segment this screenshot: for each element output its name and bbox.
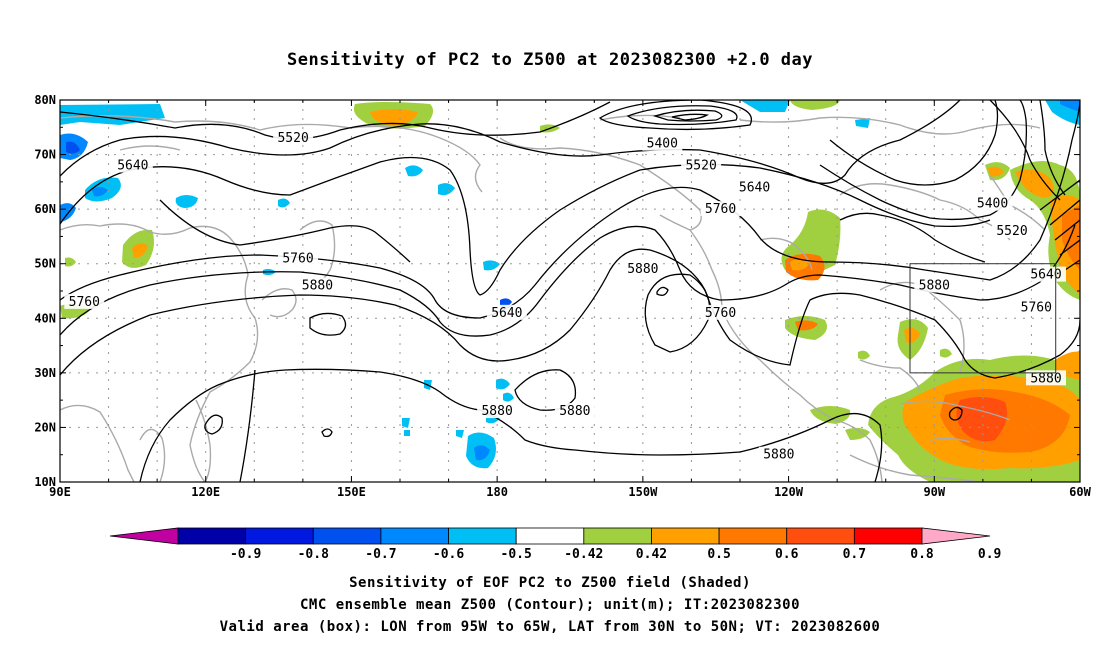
colorbar-swatch	[312, 527, 382, 545]
contour-label: 5640	[739, 180, 770, 195]
contour-label-mask	[477, 403, 518, 419]
contour-label-mask	[642, 135, 683, 151]
contour-label: 5520	[277, 131, 308, 146]
colorbar-arrow-low	[109, 527, 179, 545]
colorbar-label: 0.42	[636, 547, 667, 562]
lon-label: 150W	[628, 485, 658, 499]
contour-label: 5760	[705, 202, 736, 217]
lon-label: 60W	[1069, 485, 1091, 499]
colorbar-swatch	[448, 527, 517, 545]
colorbar-label: 0.9	[978, 547, 1001, 562]
colorbar-swatch	[786, 527, 855, 545]
colorbar-swatch	[718, 527, 788, 545]
contour-label: 5760	[69, 295, 100, 310]
colorbar-label: 0.7	[843, 547, 866, 562]
caption-line-1: Sensitivity of EOF PC2 to Z500 field (Sh…	[349, 575, 751, 591]
colorbar-swatch	[380, 527, 449, 545]
contour-label-mask	[681, 157, 722, 173]
valid-area-box	[909, 263, 1057, 374]
colorbar: -0.9 -0.8 -0.7 -0.6 -0.5 -0.42 0.42 0.5 0.6 0.7 0.…	[109, 527, 1001, 562]
lat-label: 40N	[34, 311, 56, 325]
contour-label-mask	[1016, 299, 1057, 315]
contour-label-mask	[972, 195, 1013, 211]
lat-label: 50N	[34, 257, 56, 271]
contour-label: 5640	[1030, 268, 1061, 283]
contour-label-mask	[992, 222, 1032, 238]
contour-label: 5640	[491, 306, 522, 321]
colorbar-swatch	[583, 527, 652, 545]
contour-label-mask	[297, 277, 338, 293]
lon-label: 150E	[337, 485, 366, 499]
contour-label-mask	[273, 130, 314, 146]
contour-label-mask	[700, 304, 741, 320]
contour-label-mask	[112, 157, 153, 173]
contour-label: 5400	[647, 137, 678, 152]
coastlines	[60, 114, 1046, 482]
contour-label-mask	[64, 293, 105, 309]
contour-label: 5520	[685, 158, 716, 173]
contour-label: 5760	[1021, 300, 1052, 315]
contour-label: 5760	[705, 306, 736, 321]
lat-label: 70N	[34, 148, 56, 162]
lon-label: 180	[486, 485, 508, 499]
lon-label: 90W	[923, 485, 945, 499]
colorbar-label: -0.7	[365, 547, 396, 562]
contour-label-mask	[700, 201, 741, 217]
contour-label: 5880	[481, 404, 512, 419]
lon-label: 120E	[191, 485, 220, 499]
contour-label: 5880	[763, 448, 794, 463]
contour-label: 5760	[282, 251, 313, 266]
colorbar-swatch	[515, 527, 585, 545]
lat-label: 20N	[34, 420, 56, 434]
contour-label: 5880	[1030, 371, 1061, 386]
colorbar-swatch	[177, 527, 247, 545]
contour-label-mask	[622, 261, 663, 277]
contour-label: 5880	[302, 279, 333, 294]
contour-label: 5880	[559, 404, 590, 419]
lat-label: 60N	[34, 202, 56, 216]
colorbar-arrow-high	[921, 527, 991, 545]
contour-label-mask	[278, 250, 318, 266]
map-axes: 10N 20N 30N 40N 50N 60N 70N 80N 90E 120E 150E 180 15…	[34, 93, 1091, 499]
contour-label-mask	[1026, 370, 1066, 386]
lat-label: 10N	[34, 475, 56, 489]
contour-label: 5640	[117, 158, 148, 173]
colorbar-label: 0.8	[910, 547, 934, 562]
colorbar-label: -0.5	[501, 547, 532, 562]
map-title: Sensitivity of PC2 to Z500 at 2023082300…	[286, 50, 813, 70]
colorbar-label: -0.6	[433, 547, 464, 562]
colorbar-swatch	[651, 527, 720, 545]
contour-label-mask	[734, 179, 775, 195]
lon-label: 120W	[774, 485, 804, 499]
colorbar-label: 0.6	[775, 547, 799, 562]
lat-label: 30N	[34, 366, 56, 380]
contour-label: 5400	[977, 197, 1008, 212]
caption-line-2: CMC ensemble mean Z500 (Contour); unit(m…	[299, 597, 800, 613]
contour-label: 5880	[919, 279, 950, 294]
caption-line-3: Valid area (box): LON from 95W to 65W, L…	[219, 619, 881, 635]
lat-label: 80N	[34, 93, 56, 107]
contour-label: 5520	[996, 224, 1027, 239]
colorbar-label: 0.5	[707, 547, 730, 562]
colorbar-label: -0.8	[298, 547, 329, 562]
contour-label-mask	[914, 277, 955, 293]
colorbar-label: -0.9	[230, 547, 261, 562]
lon-label: 90E	[49, 485, 71, 499]
contour-label: 5880	[627, 262, 658, 277]
colorbar-swatch	[853, 527, 923, 545]
contour-label-mask	[486, 304, 527, 320]
colorbar-label: -0.42	[564, 547, 603, 562]
contour-label-mask	[554, 403, 595, 419]
contour-label-mask	[758, 446, 799, 462]
colorbar-swatch	[245, 527, 314, 545]
